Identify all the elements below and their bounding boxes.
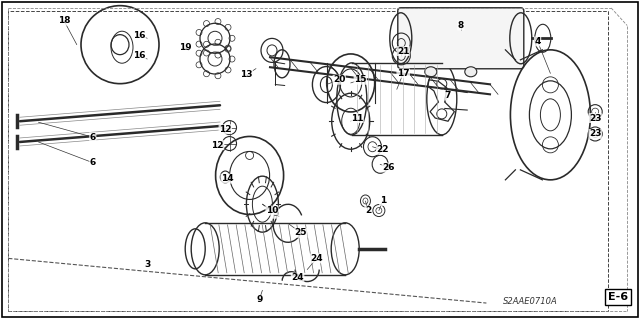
Text: 16: 16 xyxy=(133,51,146,60)
Text: 14: 14 xyxy=(221,174,234,183)
Text: 23: 23 xyxy=(589,130,602,138)
Ellipse shape xyxy=(465,67,477,77)
Text: 25: 25 xyxy=(294,228,307,237)
Text: 1: 1 xyxy=(380,197,386,205)
FancyBboxPatch shape xyxy=(398,8,524,69)
Text: 5: 5 xyxy=(272,209,278,218)
Text: 16: 16 xyxy=(133,31,146,40)
Text: 9: 9 xyxy=(256,295,262,304)
Text: 15: 15 xyxy=(354,75,367,84)
Text: 7: 7 xyxy=(445,91,451,100)
Text: 21: 21 xyxy=(397,47,410,56)
Text: 13: 13 xyxy=(240,70,253,79)
Text: 19: 19 xyxy=(179,43,192,52)
Text: 11: 11 xyxy=(351,114,364,122)
Text: 6: 6 xyxy=(90,133,96,142)
Text: 12: 12 xyxy=(211,141,224,150)
Text: 8: 8 xyxy=(458,21,464,30)
Text: 20: 20 xyxy=(333,75,346,84)
Text: 22: 22 xyxy=(376,145,389,154)
Text: 12: 12 xyxy=(219,125,232,134)
Text: E-6: E-6 xyxy=(608,292,628,302)
Text: 6: 6 xyxy=(90,158,96,167)
Text: 4: 4 xyxy=(534,37,541,46)
Text: 23: 23 xyxy=(589,114,602,122)
Text: 24: 24 xyxy=(291,273,304,282)
Text: 3: 3 xyxy=(144,260,150,269)
Text: 26: 26 xyxy=(382,163,395,172)
Text: 18: 18 xyxy=(58,16,70,25)
Text: 2: 2 xyxy=(365,206,371,215)
Text: 10: 10 xyxy=(266,206,278,215)
Text: 24: 24 xyxy=(310,254,323,263)
Ellipse shape xyxy=(425,67,436,77)
Text: S2AAE0710A: S2AAE0710A xyxy=(502,296,557,306)
Text: 17: 17 xyxy=(397,69,410,78)
